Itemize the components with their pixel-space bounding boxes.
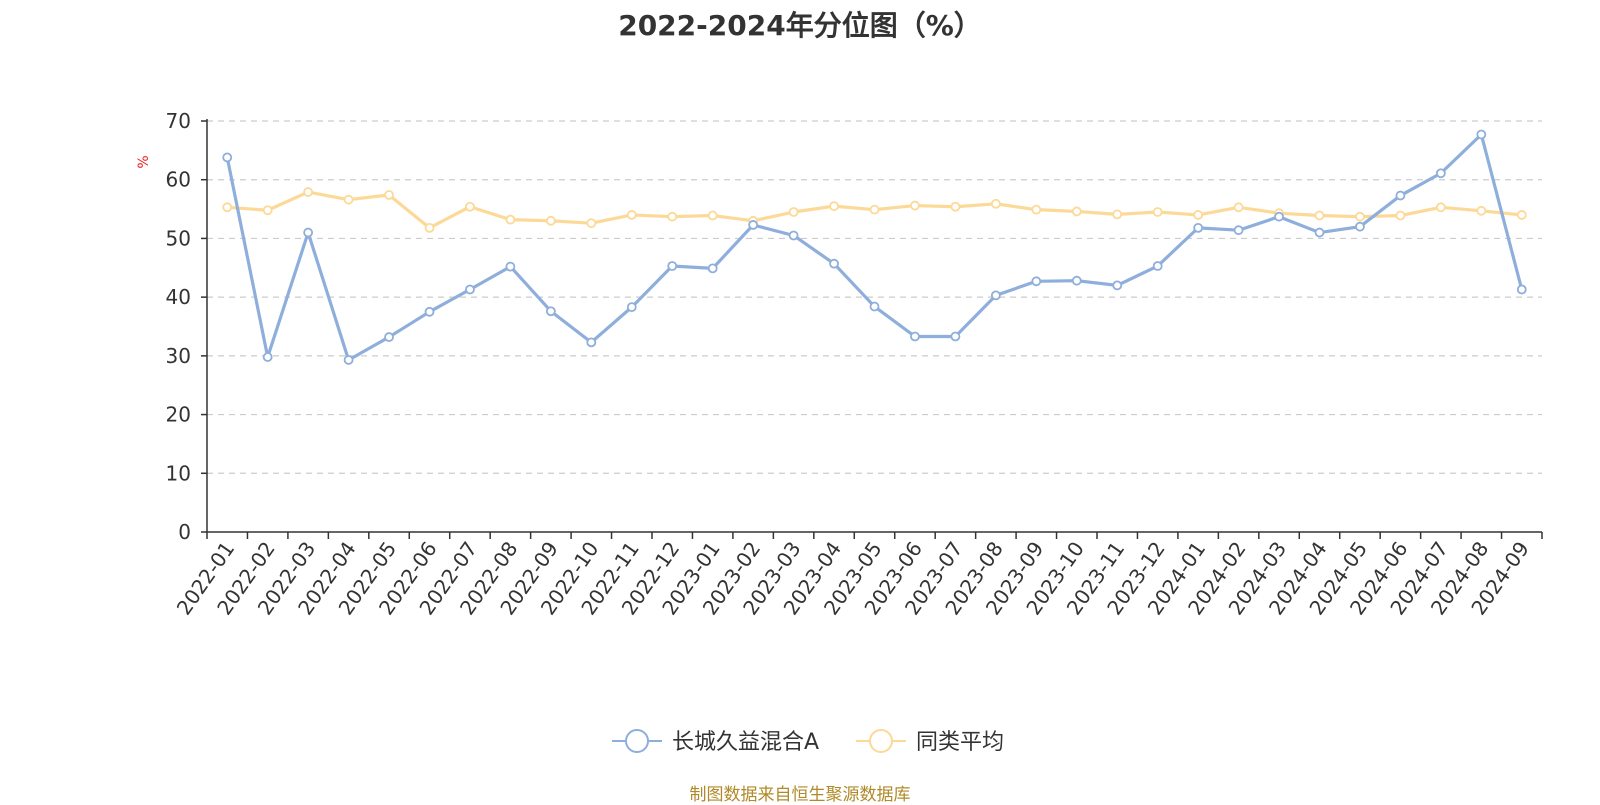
data-point xyxy=(465,201,475,212)
series-fund xyxy=(222,129,1527,365)
series-category-average xyxy=(222,187,1527,233)
data-point xyxy=(1193,222,1204,233)
data-point xyxy=(869,204,880,215)
data-point xyxy=(1435,202,1446,213)
grid-lines xyxy=(207,120,1542,474)
data-point xyxy=(1193,210,1204,220)
data-point xyxy=(384,332,394,342)
data-point xyxy=(1112,209,1123,220)
legend-label: 长城久益混合A xyxy=(672,730,819,755)
data-point xyxy=(1071,206,1082,217)
axes xyxy=(201,119,1543,539)
data-point xyxy=(424,222,435,233)
data-point xyxy=(303,187,314,197)
data-point xyxy=(626,210,637,220)
data-point xyxy=(1233,225,1244,236)
data-point xyxy=(1355,221,1365,232)
data-point xyxy=(1152,207,1163,217)
data-point xyxy=(910,331,920,342)
series-line xyxy=(225,132,1524,362)
data-point xyxy=(1516,284,1527,295)
data-point xyxy=(829,258,839,269)
data-point xyxy=(545,306,556,317)
data-point xyxy=(667,211,678,222)
chart-title: 2022-2024年分位图（%） xyxy=(618,9,982,42)
legend-marker xyxy=(625,729,649,753)
data-point xyxy=(586,337,597,348)
legend-item-category-average: 同类平均 xyxy=(856,729,1004,755)
y-axis-unit-label: % xyxy=(136,155,152,168)
x-axis-tick-labels: 2022-012022-022022-032022-042022-052022-… xyxy=(172,537,1534,619)
data-point xyxy=(667,261,678,271)
data-point xyxy=(545,215,556,226)
y-tick-label: 10 xyxy=(166,461,191,485)
data-point xyxy=(788,230,799,241)
data-point xyxy=(262,352,273,362)
data-point xyxy=(505,214,516,225)
data-point xyxy=(1476,129,1487,140)
y-tick-label: 70 xyxy=(166,109,191,133)
y-tick-label: 50 xyxy=(166,226,191,250)
data-point xyxy=(384,190,394,200)
data-point xyxy=(1031,276,1042,287)
data-point xyxy=(1071,275,1082,286)
data-point xyxy=(950,331,961,342)
data-point xyxy=(869,301,880,312)
data-point xyxy=(262,205,273,216)
data-point xyxy=(222,152,233,163)
data-point xyxy=(1355,211,1365,222)
data-point xyxy=(343,194,354,205)
data-point xyxy=(303,227,314,238)
data-point xyxy=(788,207,799,217)
data-point xyxy=(1395,190,1406,201)
y-tick-label: 30 xyxy=(166,344,191,368)
legend-marker xyxy=(869,729,893,753)
source-note: 制图数据来自恒生聚源数据库 xyxy=(689,785,911,805)
data-point xyxy=(1314,210,1325,221)
data-point xyxy=(626,302,637,313)
y-tick-label: 20 xyxy=(166,403,191,427)
data-point xyxy=(910,200,920,211)
data-point xyxy=(586,218,597,229)
data-point xyxy=(990,198,1001,209)
data-point xyxy=(950,201,961,212)
data-point xyxy=(707,263,718,274)
data-point xyxy=(465,284,475,295)
data-point xyxy=(990,290,1001,301)
data-point xyxy=(1031,204,1042,215)
data-point xyxy=(424,306,435,317)
data-point xyxy=(1395,210,1406,221)
data-point xyxy=(707,210,718,221)
data-point xyxy=(222,202,233,213)
data-point xyxy=(1435,168,1446,179)
data-point xyxy=(1314,227,1325,238)
y-tick-label: 40 xyxy=(166,285,191,309)
data-point xyxy=(343,355,354,365)
data-point xyxy=(1112,280,1123,291)
data-point xyxy=(1476,205,1487,216)
y-tick-label: 0 xyxy=(178,520,191,544)
legend: 长城久益混合A 同类平均 xyxy=(612,729,1004,755)
data-point xyxy=(1274,211,1284,222)
data-point xyxy=(1233,202,1244,213)
data-point xyxy=(1152,261,1163,271)
legend-label: 同类平均 xyxy=(916,730,1004,755)
data-point xyxy=(505,261,516,272)
data-point xyxy=(748,220,759,230)
data-point xyxy=(829,201,839,212)
y-tick-label: 60 xyxy=(166,168,191,192)
y-axis-tick-labels: 0 10 20 30 40 50 60 70% xyxy=(136,109,191,544)
legend-item-fund: 长城久益混合A xyxy=(612,729,819,755)
data-point xyxy=(1516,210,1527,220)
series-lines xyxy=(222,129,1527,365)
